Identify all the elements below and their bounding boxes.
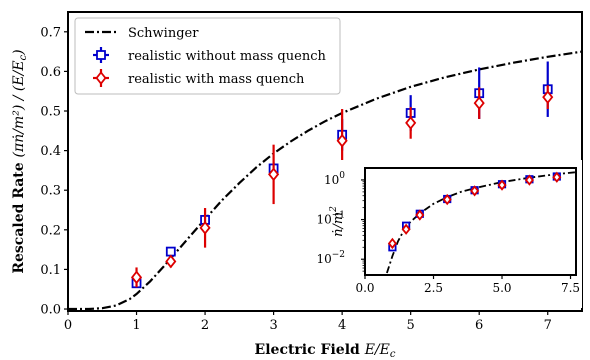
x-tick-label: 1 <box>132 318 140 333</box>
x-tick-label: 3 <box>269 318 277 333</box>
y-tick-label: 0.7 <box>40 25 61 40</box>
legend-blue-label: realistic without mass quench <box>128 49 326 64</box>
inset-y-tick-exp: −1 <box>332 211 345 221</box>
schwinger-curve <box>68 50 583 311</box>
inset-red-diamond-point <box>387 237 397 250</box>
inset-y-tick-label: 10−2 <box>316 250 345 266</box>
inset-red-diamond-point <box>524 174 534 186</box>
inset-red-diamond-point <box>497 179 507 191</box>
inset-x-tick-label: 0.0 <box>355 281 374 295</box>
x-axis-label-math: E/E <box>364 342 390 358</box>
inset-red-diamond-point <box>442 193 452 206</box>
x-axis-label-text: Electric Field <box>255 342 365 358</box>
y-tick-label: 0.4 <box>40 144 61 159</box>
inset-y-tick-base: 10 <box>324 173 339 187</box>
inset-y-axis-label-math: ṅ/m <box>331 212 346 237</box>
inset-y-axis-label: ṅ/m2 <box>329 206 346 237</box>
x-tick-label: 7 <box>544 318 552 333</box>
inset-y-tick-label: 100 <box>324 171 345 187</box>
legend-schwinger-label: Schwinger <box>128 26 199 41</box>
red-diamond-point <box>336 133 348 148</box>
red-diamond-point <box>473 96 485 111</box>
y-tick-label: 0.0 <box>40 303 61 318</box>
main-plot: 0 1 2 3 4 5 6 7 0.0 0.1 0.2 0.3 0.4 0.5 0.6 0.7 Electric… <box>11 11 583 360</box>
legend-blue-swatch-marker <box>96 50 106 60</box>
inset-red-diamond-point <box>401 223 411 235</box>
x-tick-label: 5 <box>407 318 415 333</box>
inset-x-tick-label: 2.5 <box>424 281 443 295</box>
x-axis-label: Electric Field E/Ec <box>255 342 396 360</box>
inset-x-tick-label: 5.0 <box>492 281 511 295</box>
x-axis-label-sub: c <box>390 349 396 360</box>
y-axis-label-close: ) <box>11 49 27 55</box>
inset-y-tick-exp: 0 <box>339 171 345 181</box>
red-diamond-point <box>268 167 280 182</box>
red-diamond-point <box>542 90 554 105</box>
red-diamond-point <box>165 254 177 269</box>
y-tick-label: 0.3 <box>40 184 61 199</box>
x-tick-label: 4 <box>338 318 346 333</box>
legend-red-swatch-marker <box>95 71 107 85</box>
x-tick-label: 2 <box>201 318 209 333</box>
legend-box <box>74 17 341 95</box>
y-tick-label: 0.2 <box>40 223 61 238</box>
y-axis-label-math: (πṅ/m²) / (E/E <box>11 60 27 157</box>
blue-square-point <box>165 246 176 257</box>
y-axis-label: Rescaled Rate (πṅ/m²) / (E/Ec) <box>11 49 29 273</box>
inset-y-tick-label: 10−1 <box>316 211 345 227</box>
inset-y-tick-exp: −2 <box>332 250 345 260</box>
x-tick-label: 0 <box>64 318 72 333</box>
y-axis-label-text: Rescaled Rate <box>11 157 27 273</box>
y-tick-label: 0.5 <box>40 105 61 120</box>
y-tick-label: 0.6 <box>40 65 61 80</box>
red-diamond-point <box>405 115 417 130</box>
inset-y-tick-base: 10 <box>316 213 331 227</box>
red-diamond-point <box>130 270 143 285</box>
red-diamond-point <box>199 220 211 235</box>
inset-red-diamond-point <box>470 185 480 197</box>
y-axis-label-sub: c <box>18 54 29 60</box>
inset-red-diamond-point <box>552 171 562 183</box>
inset-red-diamond-point <box>415 209 425 221</box>
y-tick-label: 0.1 <box>40 263 61 278</box>
legend: Schwinger realistic without mass quench re… <box>74 17 341 95</box>
inset-y-axis-label-sup: 2 <box>329 206 339 213</box>
inset-x-tick-label: 7.5 <box>561 281 580 295</box>
inset-y-tick-base: 10 <box>316 252 331 266</box>
legend-red-label: realistic with mass quench <box>128 72 305 87</box>
inset-frame <box>364 167 577 276</box>
x-tick-label: 6 <box>475 318 483 333</box>
